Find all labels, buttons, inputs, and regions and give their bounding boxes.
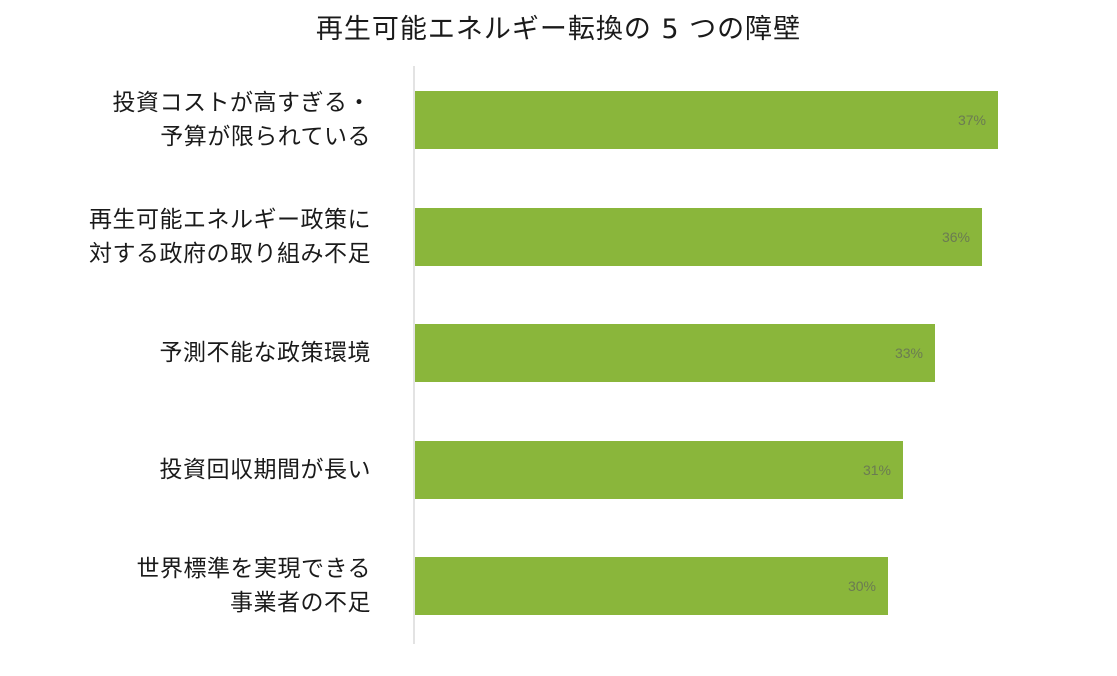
bar bbox=[415, 207, 982, 266]
bar-value-label: 31% bbox=[862, 461, 891, 478]
category-label: 世界標準を実現できる 事業者の不足 bbox=[136, 556, 371, 616]
bar-value-label: 37% bbox=[957, 112, 986, 128]
bar bbox=[415, 324, 935, 382]
category-label: 再生可能エネルギー政策に 対する政府の取り組み不足 bbox=[89, 206, 371, 267]
category-label: 予測不能な政策環境 bbox=[159, 340, 371, 366]
bar bbox=[415, 557, 888, 615]
bar bbox=[415, 91, 998, 149]
bar-value-label: 33% bbox=[894, 345, 923, 361]
bar-value-label: 30% bbox=[847, 578, 876, 594]
bar-value-label: 36% bbox=[941, 228, 970, 245]
category-axis-line bbox=[413, 66, 415, 644]
category-label: 投資コストが高すぎる・ 予算が限られている bbox=[112, 90, 371, 150]
bar bbox=[415, 440, 903, 499]
chart-title: 再生可能エネルギー転換の 5 つの障壁 bbox=[315, 14, 802, 45]
category-label: 投資回収期間が長い bbox=[159, 456, 371, 483]
